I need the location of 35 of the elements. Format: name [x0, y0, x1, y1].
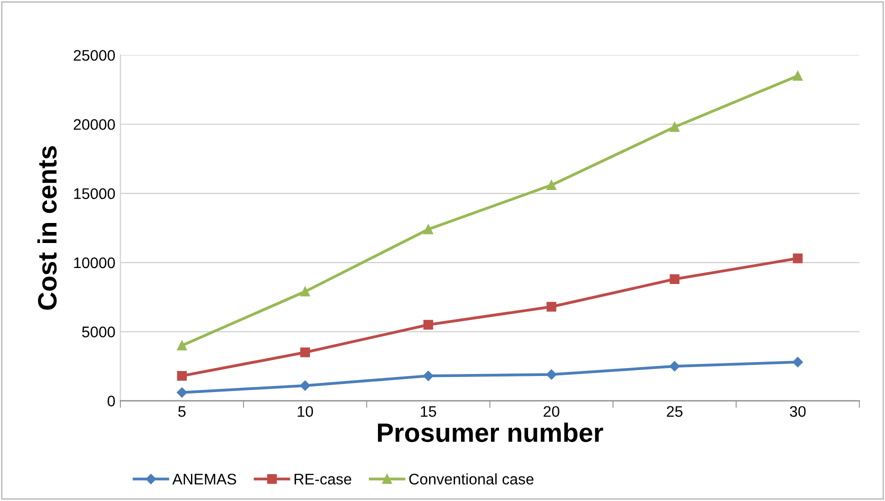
- point: [300, 380, 310, 391]
- legend-label: RE-case: [294, 474, 352, 485]
- legend-label: ANEMAS: [172, 474, 236, 485]
- point: [546, 369, 557, 380]
- point: [176, 387, 188, 398]
- point: [792, 254, 803, 264]
- y-tick-label: 5000: [82, 326, 115, 338]
- x-axis-title: Prosumer number: [378, 422, 604, 442]
- point: [423, 224, 434, 234]
- y-tick-label: 10000: [74, 257, 115, 268]
- legend-label: Conventional case: [409, 473, 534, 485]
- point: [670, 122, 680, 132]
- y-tick-label: 0: [108, 396, 115, 406]
- point: [669, 361, 680, 372]
- point: [300, 286, 310, 296]
- point: [546, 302, 556, 312]
- x-tick-label: 5: [178, 406, 186, 417]
- y-tick-label: 15000: [74, 188, 115, 200]
- x-tick-label: 20: [544, 406, 560, 417]
- point: [177, 371, 187, 381]
- x-tick-label: 25: [666, 406, 682, 417]
- point: [546, 180, 556, 190]
- point: [792, 70, 803, 81]
- y-tick-label: 25000: [74, 50, 115, 61]
- x-tick-label: 10: [298, 406, 314, 417]
- point: [792, 356, 803, 368]
- x-tick-label: 15: [420, 406, 436, 417]
- point: [423, 370, 434, 382]
- x-tick-label: 30: [790, 406, 806, 417]
- y-tick-label: 20000: [74, 119, 115, 130]
- point: [177, 340, 187, 350]
- point: [670, 274, 680, 284]
- y-axis-title: Cost in cents: [37, 146, 57, 310]
- point: [423, 320, 434, 330]
- point: [300, 348, 310, 358]
